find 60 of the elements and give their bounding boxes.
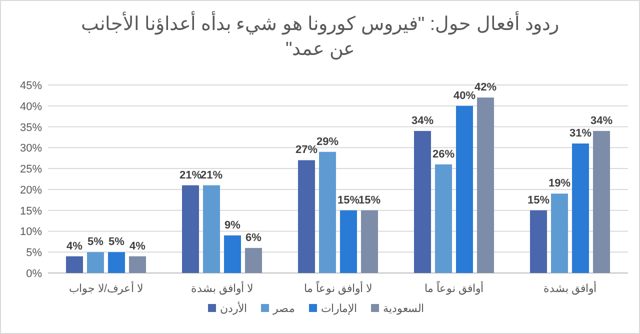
bar [129, 256, 146, 273]
x-tick-label: لا أوافق نوعاً ما [304, 280, 372, 295]
data-label: 4% [130, 240, 146, 252]
data-label: 21% [179, 169, 202, 182]
data-label: 6% [246, 232, 262, 244]
bar [456, 106, 473, 273]
y-tick-label: 45% [20, 80, 42, 92]
data-label: 42% [474, 82, 497, 94]
bar [319, 152, 336, 273]
data-label: 5% [88, 236, 104, 248]
data-label: 4% [66, 240, 83, 252]
bar [203, 185, 220, 273]
bar [477, 98, 494, 273]
bar [435, 164, 452, 273]
data-label: 29% [316, 136, 339, 148]
y-tick-label: 30% [20, 142, 42, 155]
x-tick-label: لا أوافق بشدة [190, 281, 254, 295]
y-tick-label: 0% [26, 268, 42, 280]
bar [340, 210, 357, 273]
y-tick-label: 5% [26, 247, 42, 260]
y-tick-label: 35% [20, 122, 42, 134]
data-label: 15% [527, 194, 550, 206]
data-label: 21% [200, 169, 223, 182]
data-label: 15% [358, 194, 381, 206]
bar [224, 235, 241, 273]
x-tick-label: لا أعرف/لا جواب [68, 281, 144, 295]
bar [361, 210, 378, 273]
bar [530, 210, 547, 273]
bar [414, 130, 431, 273]
y-tick-label: 25% [20, 164, 42, 176]
x-tick-label: أوافق نوعاً ما [424, 280, 484, 295]
bar [87, 252, 104, 273]
data-label: 19% [548, 178, 571, 190]
legend-label: الإمارات [321, 303, 357, 315]
data-label: 5% [108, 236, 125, 248]
data-label: 34% [590, 114, 613, 127]
legend-label: الأردن [220, 301, 247, 315]
data-label: 15% [337, 194, 360, 206]
data-label: 34% [411, 114, 434, 127]
bar [66, 256, 83, 273]
y-tick-label: 40% [20, 100, 42, 113]
bar [551, 194, 568, 273]
bar [245, 248, 262, 273]
bar [108, 252, 125, 273]
data-label: 31% [569, 127, 592, 140]
data-label: 27% [295, 144, 318, 156]
y-tick-label: 15% [20, 205, 42, 218]
data-label: 40% [453, 90, 476, 102]
legend-label: السعودية [383, 303, 424, 315]
title: عن عمد" [285, 39, 355, 60]
y-tick-label: 20% [20, 184, 42, 196]
legend-label: مصر [272, 303, 295, 315]
bar [593, 130, 610, 273]
y-tick-label: 10% [20, 226, 42, 238]
x-tick-label: أوافق بشدة [543, 281, 597, 295]
data-label: 9% [224, 219, 241, 232]
bar [182, 185, 199, 273]
bar [572, 143, 589, 273]
bar [298, 160, 315, 273]
data-label: 26% [432, 148, 455, 160]
